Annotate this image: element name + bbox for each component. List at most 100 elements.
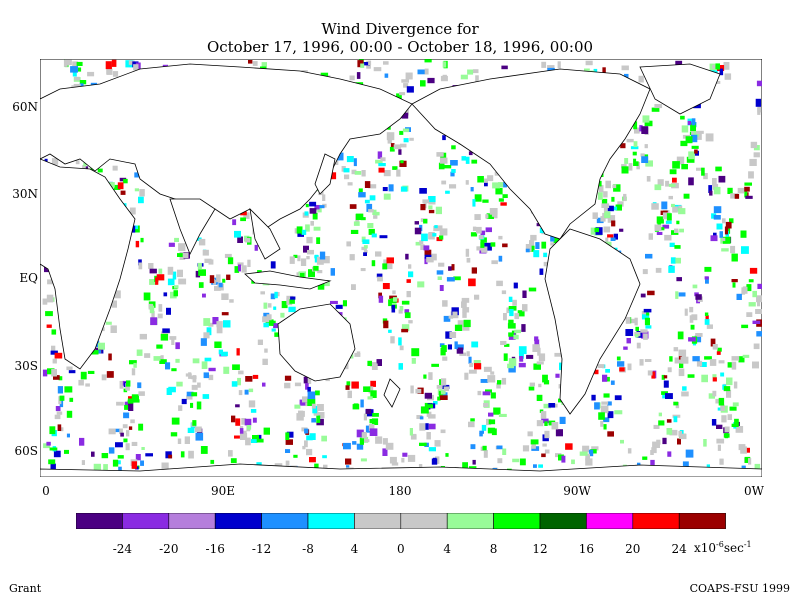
swath-pixel — [741, 287, 746, 295]
swath-pixel — [690, 324, 695, 330]
swath-pixel — [559, 416, 566, 424]
swath-pixel — [362, 239, 370, 244]
swath-pixel — [662, 437, 667, 445]
swath-pixel — [48, 459, 56, 465]
lon-label-90e: 90E — [210, 484, 236, 498]
swath-pixel — [619, 228, 624, 232]
swath-pixel — [748, 279, 754, 283]
swath-pixel — [436, 270, 444, 275]
swath-pixel — [720, 372, 725, 377]
swath-pixel — [414, 221, 419, 225]
swath-pixel — [472, 226, 477, 231]
swath-pixel — [585, 458, 593, 466]
swath-pixel — [286, 298, 293, 306]
swath-pixel — [721, 237, 726, 242]
swath-pixel — [658, 420, 665, 426]
swath-pixel — [729, 406, 737, 411]
swath-pixel — [640, 329, 648, 333]
lon-label-90w: 90W — [563, 484, 591, 498]
chart-title-line2: October 17, 1996, 00:00 - October 18, 19… — [206, 38, 594, 56]
swath-pixel — [125, 443, 130, 451]
swath-pixel — [243, 212, 250, 219]
swath-pixel — [367, 396, 373, 400]
swath-pixel — [138, 259, 142, 266]
swath-pixel — [366, 203, 373, 212]
swath-pixel — [235, 404, 240, 408]
swath-pixel — [669, 169, 677, 175]
swath-pixel — [306, 378, 312, 384]
swath-pixel — [173, 290, 178, 297]
colorbar-units: x10-6sec-1 — [694, 540, 752, 555]
swath-pixel — [296, 226, 303, 234]
swath-pixel — [643, 333, 648, 340]
swath-pixel — [692, 356, 700, 362]
swath-pixel — [288, 306, 296, 313]
swath-pixel — [408, 320, 413, 324]
swath-pixel — [363, 245, 368, 249]
swath-pixel — [695, 333, 703, 337]
swath-pixel — [666, 419, 672, 423]
swath-pixel — [330, 268, 335, 276]
swath-pixel — [200, 338, 207, 346]
swath-pixel — [177, 253, 185, 257]
swath-pixel — [304, 211, 309, 216]
swath-pixel — [309, 208, 317, 214]
swath-pixel — [216, 321, 223, 328]
swath-pixel — [654, 184, 662, 191]
swath-pixel — [261, 62, 267, 70]
swath-pixel — [625, 329, 634, 336]
swath-pixel — [450, 171, 455, 177]
swath-pixel — [497, 458, 503, 464]
swath-pixel — [503, 313, 507, 321]
swath-pixel — [105, 61, 112, 70]
swath-pixel — [65, 59, 72, 66]
colorbar-swatch-4 — [261, 513, 309, 529]
swath-pixel — [346, 156, 354, 163]
swath-pixel — [678, 208, 686, 215]
swath-pixel — [131, 441, 138, 446]
swath-pixel — [656, 216, 664, 224]
swath-pixel — [420, 204, 426, 211]
swath-pixel — [645, 253, 653, 259]
swath-pixel — [257, 434, 262, 441]
swath-pixel — [281, 301, 288, 309]
swath-pixel — [216, 326, 223, 334]
swath-pixel — [713, 206, 722, 214]
swath-pixel — [432, 457, 437, 463]
swath-pixel — [120, 432, 124, 437]
swath-pixel — [678, 349, 687, 358]
swath-pixel — [133, 362, 137, 368]
swath-pixel — [715, 63, 720, 70]
swath-pixel — [417, 69, 426, 75]
swath-pixel — [498, 413, 507, 417]
swath-pixel — [106, 371, 114, 378]
swath-pixel — [376, 273, 383, 278]
swath-pixel — [382, 283, 390, 290]
swath-pixel — [717, 347, 722, 352]
swath-pixel — [435, 456, 440, 464]
swath-pixel — [435, 206, 442, 215]
swath-pixel — [723, 433, 730, 438]
swath-pixel — [503, 353, 508, 361]
swath-pixel — [710, 235, 718, 242]
swath-pixel — [710, 338, 716, 347]
swath-pixel — [706, 324, 713, 329]
swath-pixel — [91, 451, 95, 457]
swath-pixel — [149, 268, 157, 274]
swath-pixel — [148, 263, 154, 269]
swath-pixel — [187, 427, 195, 433]
swath-pixel — [473, 69, 479, 74]
swath-pixel — [686, 156, 695, 163]
swath-pixel — [316, 415, 321, 423]
swath-pixel — [592, 212, 598, 219]
swath-pixel — [239, 428, 244, 434]
swath-pixel — [190, 402, 194, 408]
swath-pixel — [646, 312, 650, 316]
swath-pixel — [734, 194, 740, 199]
lat-label-60n: 60N — [12, 100, 38, 114]
swath-pixel — [684, 308, 688, 316]
swath-pixel — [241, 265, 247, 273]
swath-pixel — [518, 362, 526, 368]
swath-pixel — [590, 449, 597, 454]
swath-pixel — [117, 182, 124, 190]
